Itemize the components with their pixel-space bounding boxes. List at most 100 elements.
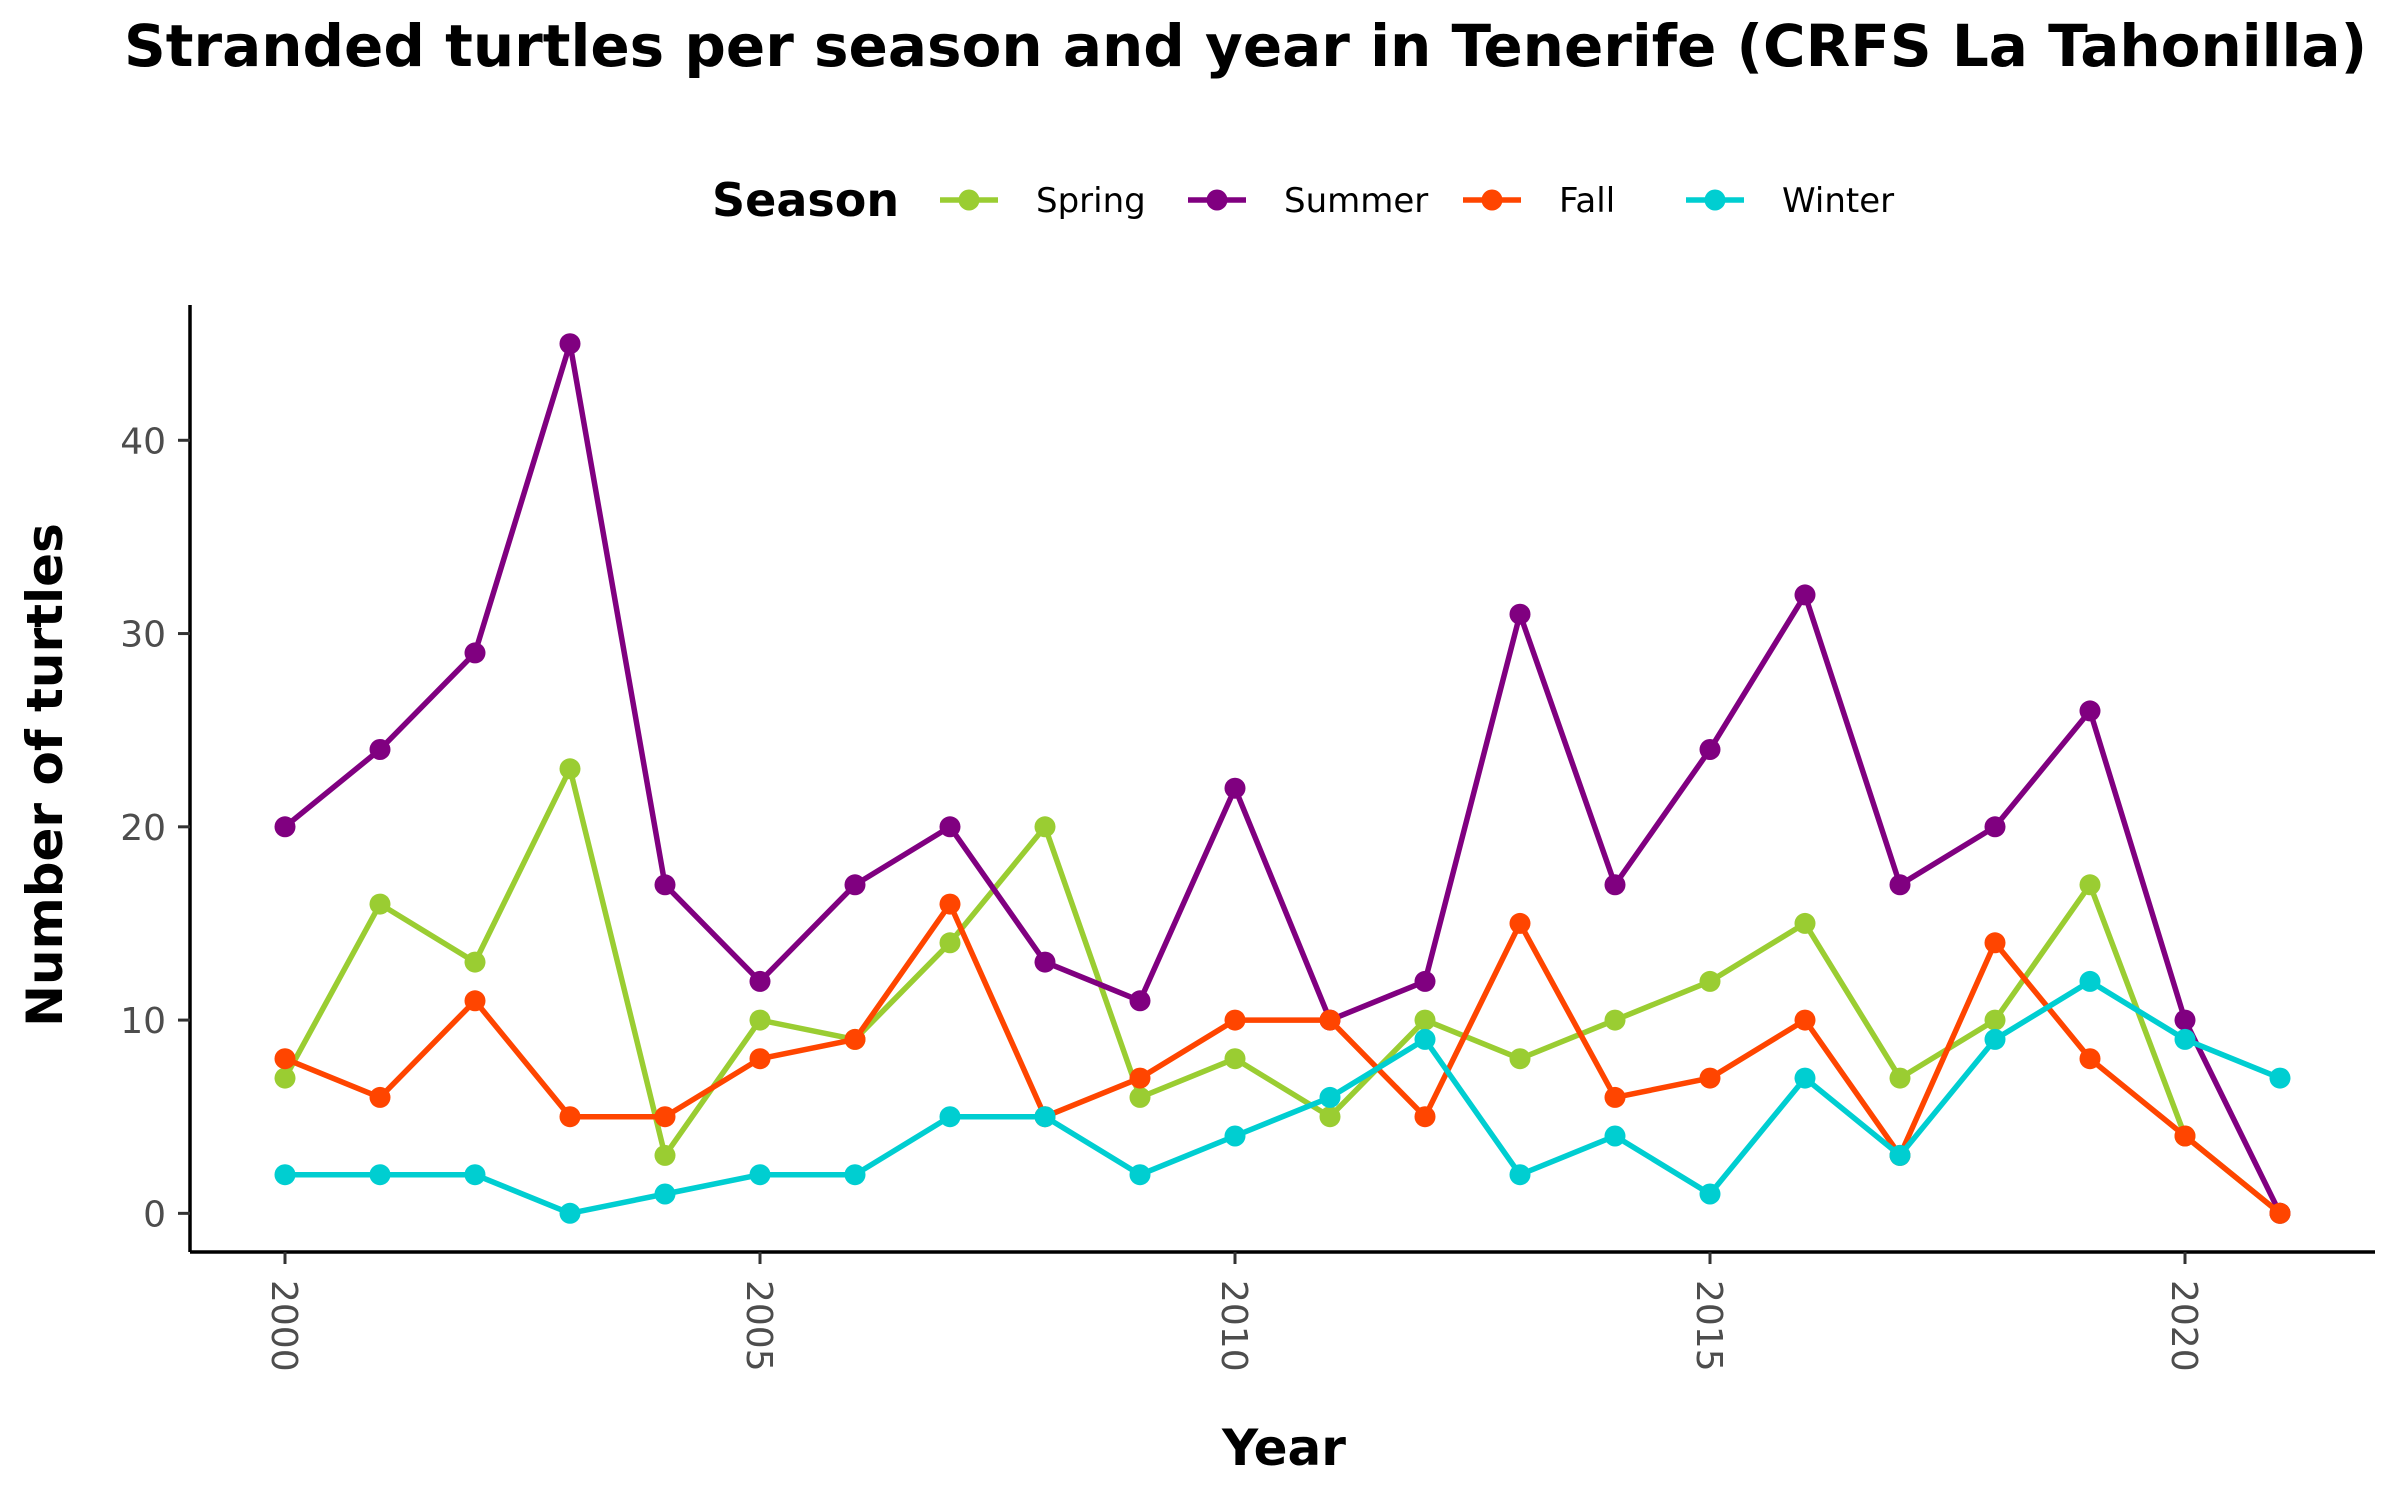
series-line-winter	[282, 978, 2283, 1217]
series-layer	[274, 333, 2291, 1224]
data-point-summer-2004	[654, 874, 676, 896]
data-point-fall-2002	[464, 990, 486, 1012]
data-point-fall-2006	[844, 1028, 866, 1050]
data-point-fall-2014	[1604, 1086, 1626, 1108]
chart-title: Stranded turtles per season and year in …	[124, 12, 2368, 80]
y-tick-label-20: 20	[120, 808, 166, 849]
data-point-spring-2011	[1319, 1106, 1341, 1128]
data-point-winter-2012	[1414, 1028, 1436, 1050]
data-point-winter-2015	[1699, 1183, 1721, 1205]
y-tick-label-30: 30	[120, 615, 166, 656]
legend-item-summer: Summer	[1188, 181, 1428, 221]
data-point-summer-2009	[1129, 990, 1151, 1012]
data-point-winter-2003	[559, 1202, 581, 1224]
legend-label-winter: Winter	[1782, 181, 1894, 221]
data-point-spring-2017	[1889, 1067, 1911, 1089]
data-point-summer-2016	[1794, 584, 1816, 606]
y-tick-label-0: 0	[143, 1194, 166, 1235]
legend-label-summer: Summer	[1284, 181, 1428, 221]
data-point-fall-2018	[1984, 932, 2006, 954]
data-point-summer-2013	[1509, 603, 1531, 625]
axes: 0 10 20 30 40 2000 2005 2010 2015 2020	[120, 305, 2375, 1372]
data-point-summer-2003	[559, 333, 581, 355]
data-point-spring-2010	[1224, 1048, 1246, 1070]
data-point-spring-2004	[654, 1144, 676, 1166]
data-point-winter-2017	[1889, 1144, 1911, 1166]
data-point-spring-2002	[464, 951, 486, 973]
series-line-summer	[282, 340, 2283, 1217]
legend: Season Spring Summer Fall Winter	[712, 173, 1894, 227]
data-point-fall-2007	[939, 893, 961, 915]
x-axis-title: Year	[1221, 1419, 1346, 1477]
data-point-spring-2013	[1509, 1048, 1531, 1070]
data-point-spring-2005	[749, 1009, 771, 1031]
data-point-summer-2001	[369, 739, 391, 760]
data-point-spring-2018	[1984, 1009, 2006, 1031]
data-point-fall-2020	[2174, 1125, 2196, 1147]
data-point-spring-2008	[1034, 816, 1056, 838]
data-point-fall-2021	[2269, 1202, 2291, 1224]
series-winter	[274, 970, 2291, 1224]
legend-item-winter: Winter	[1686, 181, 1894, 221]
y-tick-label-40: 40	[120, 421, 166, 462]
x-tick-label-2020: 2020	[2163, 1280, 2204, 1372]
legend-key-point-winter	[1704, 189, 1726, 211]
series-summer	[274, 333, 2291, 1224]
data-point-fall-2000	[274, 1048, 296, 1070]
data-point-summer-2005	[749, 970, 771, 992]
legend-item-fall: Fall	[1463, 181, 1615, 221]
legend-key-point-fall	[1481, 189, 1503, 211]
data-point-fall-2003	[559, 1106, 581, 1128]
data-point-fall-2016	[1794, 1009, 1816, 1031]
data-point-spring-2019	[2079, 874, 2101, 896]
data-point-spring-2007	[939, 932, 961, 954]
legend-key-point-summer	[1206, 189, 1228, 211]
data-point-winter-2014	[1604, 1125, 1626, 1147]
legend-label-fall: Fall	[1559, 181, 1615, 221]
data-point-winter-2001	[369, 1164, 391, 1186]
data-point-summer-2015	[1699, 739, 1721, 760]
data-point-spring-2016	[1794, 912, 1816, 934]
data-point-winter-2004	[654, 1183, 676, 1205]
data-point-spring-2014	[1604, 1009, 1626, 1031]
data-point-summer-2010	[1224, 777, 1246, 799]
data-point-spring-2003	[559, 758, 581, 780]
data-point-spring-2015	[1699, 970, 1721, 992]
series-line-fall	[282, 901, 2283, 1217]
data-point-winter-2011	[1319, 1086, 1341, 1108]
legend-key-point-spring	[958, 189, 980, 211]
data-point-winter-2002	[464, 1164, 486, 1186]
data-point-fall-2001	[369, 1086, 391, 1108]
data-point-summer-2017	[1889, 874, 1911, 896]
data-point-summer-2019	[2079, 700, 2101, 722]
data-point-winter-2020	[2174, 1028, 2196, 1050]
data-point-winter-2013	[1509, 1164, 1531, 1186]
legend-title: Season	[712, 173, 899, 227]
data-point-fall-2011	[1319, 1009, 1341, 1031]
y-axis-title: Number of turtles	[16, 523, 74, 1027]
data-point-winter-2010	[1224, 1125, 1246, 1147]
data-point-summer-2018	[1984, 816, 2006, 838]
data-point-winter-2019	[2079, 970, 2101, 992]
data-point-summer-2014	[1604, 874, 1626, 896]
data-point-winter-2021	[2269, 1067, 2291, 1089]
x-tick-label-2005: 2005	[738, 1280, 779, 1372]
series-fall	[274, 893, 2291, 1224]
data-point-summer-2007	[939, 816, 961, 838]
data-point-fall-2004	[654, 1106, 676, 1128]
data-point-spring-2000	[274, 1067, 296, 1089]
data-point-winter-2000	[274, 1164, 296, 1186]
legend-label-spring: Spring	[1036, 181, 1146, 221]
data-point-winter-2006	[844, 1164, 866, 1186]
data-point-summer-2008	[1034, 951, 1056, 973]
data-point-summer-2006	[844, 874, 866, 896]
data-point-summer-2012	[1414, 970, 1436, 992]
data-point-winter-2007	[939, 1106, 961, 1128]
data-point-fall-2012	[1414, 1106, 1436, 1128]
x-tick-label-2010: 2010	[1213, 1280, 1254, 1372]
data-point-fall-2005	[749, 1048, 771, 1070]
data-point-fall-2009	[1129, 1067, 1151, 1089]
data-point-spring-2012	[1414, 1009, 1436, 1031]
data-point-winter-2005	[749, 1164, 771, 1186]
